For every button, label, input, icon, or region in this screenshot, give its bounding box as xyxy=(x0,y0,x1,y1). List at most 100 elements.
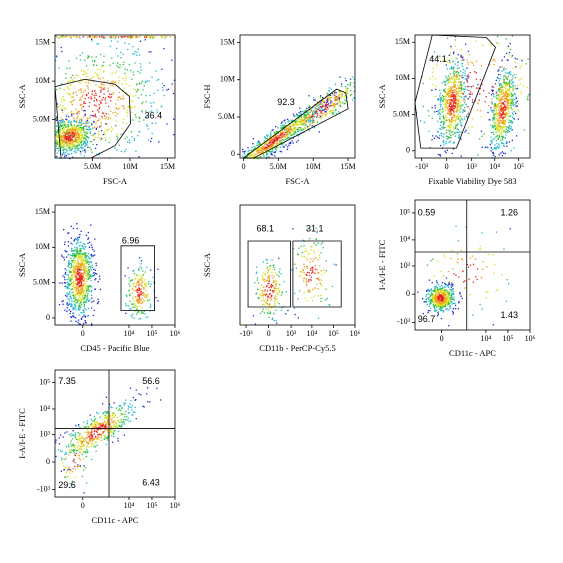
event-dot xyxy=(440,144,442,147)
event-dot xyxy=(511,139,513,141)
event-dot xyxy=(59,130,62,133)
event-dot xyxy=(498,118,501,120)
event-dot xyxy=(118,144,120,146)
event-cloud xyxy=(58,223,159,326)
event-dot xyxy=(321,117,323,119)
event-dot xyxy=(93,95,95,97)
event-dot xyxy=(80,257,82,259)
event-dot xyxy=(310,109,312,111)
event-dot xyxy=(101,99,103,101)
event-dot xyxy=(96,64,98,66)
event-dot xyxy=(138,116,140,118)
event-dot xyxy=(78,81,80,83)
event-dot xyxy=(505,38,507,40)
event-dot xyxy=(70,310,72,312)
event-dot xyxy=(64,241,66,243)
event-dot xyxy=(502,113,504,115)
event-dot xyxy=(429,146,431,149)
event-dot xyxy=(70,144,72,146)
event-dot xyxy=(115,103,117,105)
event-dot xyxy=(62,275,64,277)
event-dot xyxy=(122,95,124,97)
event-dot xyxy=(497,138,499,140)
event-dot xyxy=(63,129,65,131)
event-dot xyxy=(76,136,78,139)
event-dot xyxy=(85,301,87,303)
event-dot xyxy=(144,313,146,315)
event-dot xyxy=(319,115,322,118)
event-dot xyxy=(339,76,341,78)
event-dot xyxy=(88,261,90,264)
event-dot xyxy=(276,136,278,139)
event-dot xyxy=(84,149,86,151)
event-dot xyxy=(453,83,455,85)
event-dot xyxy=(128,141,131,144)
event-dot xyxy=(140,299,142,301)
event-dot xyxy=(284,127,286,129)
event-dot xyxy=(127,109,129,112)
event-dot xyxy=(493,124,495,127)
event-dot xyxy=(443,96,445,98)
event-dot xyxy=(68,271,71,273)
event-dot xyxy=(140,260,143,262)
event-dot xyxy=(450,47,452,49)
event-dot xyxy=(147,128,149,130)
event-dot xyxy=(63,130,65,132)
event-dot xyxy=(279,133,282,136)
event-dot xyxy=(138,288,140,291)
event-dot xyxy=(499,115,501,117)
event-dot xyxy=(457,106,459,108)
event-dot xyxy=(339,93,341,96)
event-dot xyxy=(501,126,504,128)
event-dot xyxy=(157,89,159,91)
event-dot xyxy=(319,108,321,110)
event-dot xyxy=(288,127,290,129)
event-dot xyxy=(248,149,250,151)
event-dot xyxy=(79,280,81,282)
event-dot xyxy=(496,143,498,145)
event-dot xyxy=(422,82,424,85)
event-dot xyxy=(77,253,79,255)
event-dot xyxy=(491,98,493,100)
event-dot xyxy=(61,127,64,130)
event-dot xyxy=(432,71,434,73)
event-dot xyxy=(286,138,288,140)
event-dot xyxy=(97,298,99,300)
event-dot xyxy=(293,124,295,126)
event-dot xyxy=(86,275,88,277)
event-dot xyxy=(499,100,501,103)
event-dot xyxy=(121,36,123,38)
event-dot xyxy=(70,298,73,300)
event-dot xyxy=(67,232,69,234)
event-dot xyxy=(274,285,277,287)
event-dot xyxy=(326,98,328,100)
event-dot xyxy=(280,141,283,143)
event-dot xyxy=(79,272,81,274)
event-dot xyxy=(452,91,454,94)
event-dot xyxy=(510,126,512,128)
event-dot xyxy=(504,97,506,100)
event-dot xyxy=(328,105,330,107)
event-dot xyxy=(506,126,508,128)
event-dot xyxy=(511,80,513,82)
event-dot xyxy=(427,110,429,112)
event-dot xyxy=(436,120,439,123)
event-dot xyxy=(81,96,83,98)
event-dot xyxy=(452,109,454,112)
event-dot xyxy=(78,253,80,255)
event-dot xyxy=(88,277,90,279)
event-dot xyxy=(84,272,86,275)
event-dot xyxy=(80,230,82,232)
event-dot xyxy=(255,293,257,295)
event-dot xyxy=(458,85,461,87)
event-dot xyxy=(80,288,82,290)
event-dot xyxy=(455,99,458,101)
event-dot xyxy=(319,96,322,98)
event-dot xyxy=(450,91,453,93)
event-dot xyxy=(100,86,102,89)
event-dot xyxy=(69,129,71,131)
event-dot xyxy=(84,292,86,294)
event-dot xyxy=(301,113,303,115)
